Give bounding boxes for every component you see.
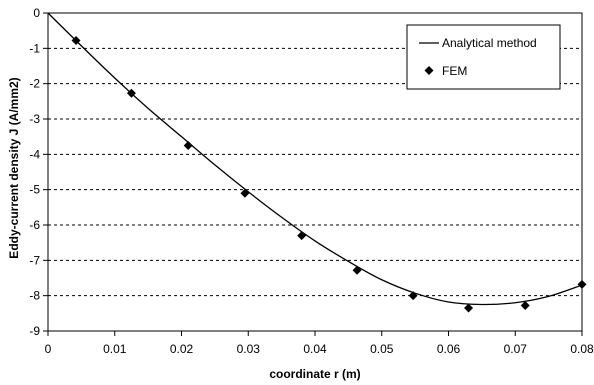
fem-point <box>240 188 250 198</box>
x-tick-label: 0.02 <box>170 342 194 356</box>
legend-label-fem: FEM <box>442 64 467 78</box>
x-tick-labels: 0 0.01 0.02 0.03 0.04 0.05 0.06 0.07 0.08 <box>45 342 594 356</box>
legend: Analytical method FEM <box>406 24 561 90</box>
y-tick-label: 0 <box>33 6 40 20</box>
y-tick-label: -4 <box>29 147 40 161</box>
axis-ticks <box>43 12 583 336</box>
y-tick-label: -6 <box>29 218 40 232</box>
x-tick-label: 0.07 <box>504 342 528 356</box>
fem-point <box>577 279 587 289</box>
y-tick-label: -5 <box>29 183 40 197</box>
fem-point <box>520 301 530 311</box>
x-tick-label: 0.08 <box>570 342 594 356</box>
legend-box <box>406 24 561 90</box>
x-tick-label: 0 <box>45 342 52 356</box>
x-tick-label: 0.03 <box>237 342 261 356</box>
fem-point <box>71 36 81 46</box>
series-line-analytical <box>47 12 583 306</box>
x-tick-label: 0.06 <box>437 342 461 356</box>
x-tick-label: 0.04 <box>303 342 327 356</box>
fem-point <box>464 303 474 313</box>
y-tick-label: -7 <box>29 253 40 267</box>
x-axis-title: coordinate r (m) <box>269 367 360 381</box>
y-tick-label: -9 <box>29 324 40 338</box>
fem-point <box>352 265 362 275</box>
y-axis-title: Eddy-current density J (A/mm2) <box>7 77 21 258</box>
fem-point <box>297 231 307 241</box>
x-tick-label: 0.01 <box>103 342 127 356</box>
fem-point <box>183 141 193 150</box>
y-tick-label: -2 <box>29 77 40 91</box>
legend-marker-diamond <box>424 66 434 75</box>
y-tick-label: -8 <box>29 289 40 303</box>
y-tick-label: -3 <box>29 112 40 126</box>
fem-point <box>126 88 136 98</box>
y-tick-labels: 0 -1 -2 -3 -4 -5 -6 -7 -8 -9 <box>29 6 40 338</box>
y-tick-label: -1 <box>29 41 40 55</box>
fem-point <box>408 291 418 301</box>
series-layer <box>47 12 587 313</box>
x-tick-label: 0.05 <box>370 342 394 356</box>
legend-label-analytical: Analytical method <box>442 36 537 50</box>
